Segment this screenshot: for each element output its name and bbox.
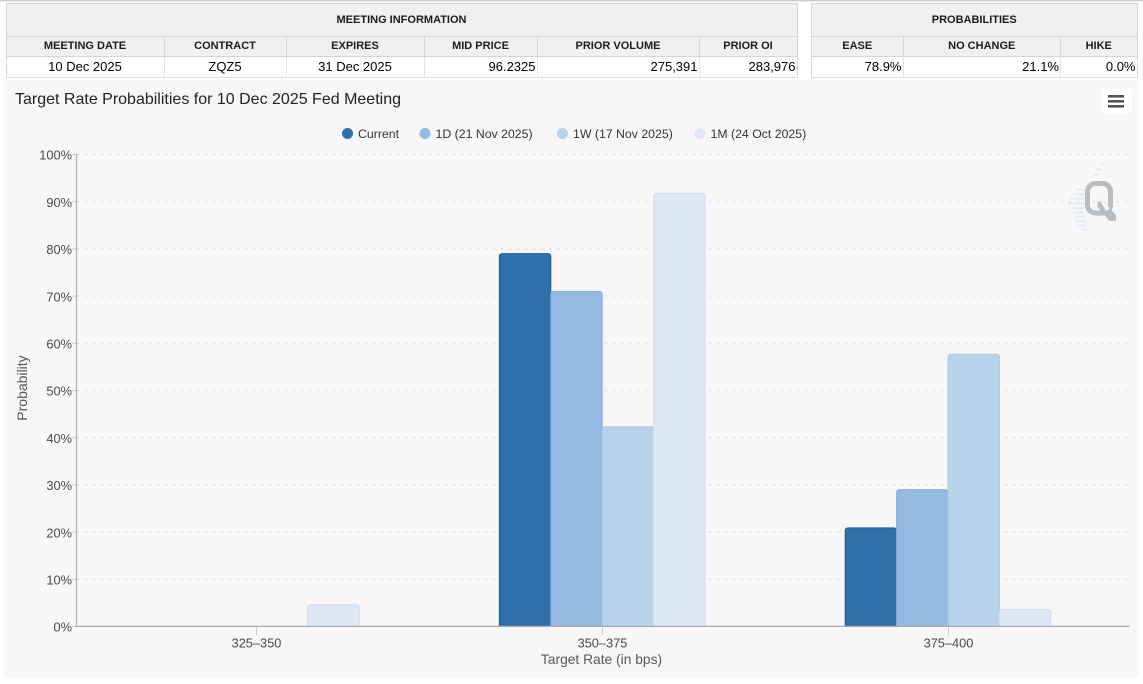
svg-text:Target Rate (in bps): Target Rate (in bps) [541, 652, 662, 667]
svg-text:1M (24 Oct 2025): 1M (24 Oct 2025) [711, 127, 807, 141]
svg-text:20%: 20% [46, 525, 72, 540]
svg-text:1W (17 Nov 2025): 1W (17 Nov 2025) [573, 127, 673, 141]
svg-text:70%: 70% [46, 289, 72, 304]
svg-text:0%: 0% [54, 620, 73, 635]
svg-text:50%: 50% [46, 384, 72, 399]
svg-text:1D (21 Nov 2025): 1D (21 Nov 2025) [436, 127, 533, 141]
svg-text:375–400: 375–400 [924, 635, 974, 650]
svg-text:Probability: Probability [14, 355, 30, 420]
svg-text:Target Rate Probabilities for: Target Rate Probabilities for 10 Dec 202… [15, 91, 401, 108]
svg-text:325–350: 325–350 [232, 635, 282, 650]
svg-text:60%: 60% [46, 337, 72, 352]
svg-text:80%: 80% [46, 242, 72, 257]
svg-text:10%: 10% [46, 573, 72, 588]
svg-text:30%: 30% [46, 478, 72, 493]
svg-text:40%: 40% [46, 431, 72, 446]
svg-text:Current: Current [358, 127, 400, 141]
svg-text:350–375: 350–375 [578, 635, 628, 650]
svg-text:100%: 100% [39, 148, 72, 163]
svg-text:90%: 90% [46, 195, 72, 210]
